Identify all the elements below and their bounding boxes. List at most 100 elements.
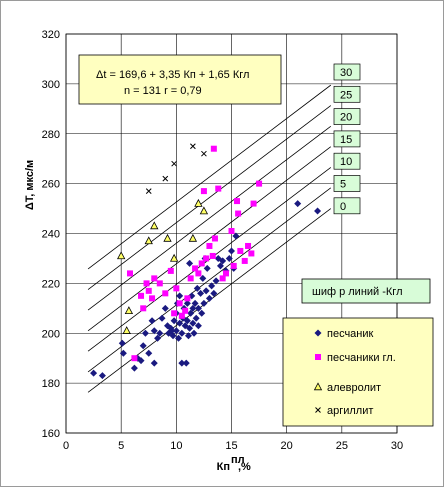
- triangle-point: [150, 221, 159, 230]
- square-point: [237, 247, 244, 254]
- x-tick-label: 10: [170, 440, 182, 452]
- line-label: 25: [340, 89, 352, 101]
- square-point: [256, 180, 263, 187]
- legend-triangle-marker: [313, 382, 323, 391]
- line-label-box: [333, 130, 361, 148]
- diamond-point: [169, 332, 177, 340]
- diamond-point: [161, 304, 169, 312]
- square-point: [245, 242, 252, 249]
- diamond-point: [191, 299, 199, 307]
- x-point: [145, 188, 152, 194]
- diamond-point: [119, 349, 127, 357]
- y-axis-title: ΔT, мкс/м: [24, 160, 36, 210]
- diamond-point: [168, 327, 176, 335]
- x-tick-label: 30: [391, 440, 403, 452]
- triangle-point: [194, 198, 203, 207]
- line-label-box: [333, 108, 361, 125]
- diamond-point: [189, 319, 197, 327]
- square-point: [228, 228, 235, 235]
- legend-label: алевролит: [327, 382, 381, 394]
- y-tick-label: 240: [42, 229, 60, 241]
- line-label: 0: [340, 201, 346, 213]
- square-point: [145, 287, 152, 294]
- x-point: [201, 150, 207, 157]
- diamond-point: [186, 259, 194, 267]
- x-tick-label: 0: [63, 440, 69, 452]
- diamond-point: [192, 314, 200, 322]
- equation-box: [78, 54, 282, 105]
- legend-diamond-marker: [314, 329, 322, 337]
- line-label-box: [333, 63, 361, 81]
- diamond-point: [145, 349, 153, 357]
- line-labels: 30 25 20 15 10 5 0: [333, 63, 361, 215]
- square-point: [241, 257, 248, 264]
- diamond-point: [200, 299, 208, 307]
- square-point: [126, 270, 133, 277]
- line-label: 15: [340, 134, 352, 146]
- square-point: [149, 295, 156, 302]
- square-point: [215, 185, 222, 192]
- x-axis-title-superscript: пл: [231, 454, 245, 466]
- line-label: 10: [340, 156, 352, 168]
- triangle-point: [117, 251, 126, 260]
- diamond-point: [190, 329, 198, 337]
- square-point: [210, 145, 217, 152]
- diamond-point: [158, 314, 166, 322]
- square-point: [176, 300, 183, 307]
- triangle-point: [169, 253, 179, 262]
- y-tick-label: 200: [42, 328, 60, 340]
- diamond-point: [205, 294, 213, 302]
- diamond-point: [202, 287, 210, 295]
- square-point: [173, 285, 180, 292]
- square-point: [209, 252, 216, 259]
- square-point: [138, 292, 145, 299]
- legend-items: песчаник песчаники гл. алевролит аргиллит: [313, 328, 396, 417]
- regression-line-10: [87, 167, 332, 352]
- diamond-point: [118, 339, 126, 347]
- diamond-point: [170, 317, 178, 325]
- diamond-point: [212, 277, 220, 285]
- square-point: [206, 242, 213, 249]
- diamond-point: [150, 359, 158, 367]
- triangle-point: [199, 206, 209, 215]
- square-point: [230, 262, 237, 269]
- diamond-point: [183, 317, 191, 325]
- square-point: [131, 355, 138, 362]
- diamond-point: [141, 329, 149, 337]
- diamond-point: [183, 299, 191, 307]
- regression-line-30: [87, 84, 332, 270]
- square-point: [143, 280, 150, 287]
- regression-line-15: [87, 146, 332, 332]
- line-label-box: [333, 197, 361, 215]
- triangle-point: [188, 233, 198, 242]
- diamond-point: [197, 289, 205, 297]
- diamond-point: [210, 289, 218, 297]
- square-point: [219, 275, 226, 282]
- diamond-point: [148, 317, 156, 325]
- regression-lines: [87, 84, 332, 393]
- diamond-point: [232, 232, 240, 240]
- diamond-point: [150, 327, 158, 335]
- line-label-box: [333, 175, 361, 192]
- diamond-point: [194, 322, 202, 330]
- x-tick-label: 20: [281, 440, 293, 452]
- line-label: 30: [340, 67, 352, 79]
- legend-label: песчаник: [327, 328, 374, 340]
- line-label: 5: [340, 179, 346, 191]
- y-tick-label: 220: [42, 278, 60, 290]
- diamond-point: [208, 282, 216, 290]
- x-tick-label: 5: [118, 440, 124, 452]
- y-tick-label: 180: [42, 378, 60, 390]
- triangle-point: [124, 306, 134, 315]
- square-point: [162, 290, 169, 297]
- diamond-point: [90, 369, 98, 377]
- square-point: [187, 275, 194, 282]
- diamond-point: [139, 342, 147, 350]
- y-tick-label: 320: [42, 29, 60, 41]
- diamond-point: [176, 292, 184, 300]
- square-point: [182, 307, 189, 314]
- square-point: [140, 305, 147, 312]
- diamond-point: [198, 309, 206, 317]
- diamond-point: [189, 304, 197, 312]
